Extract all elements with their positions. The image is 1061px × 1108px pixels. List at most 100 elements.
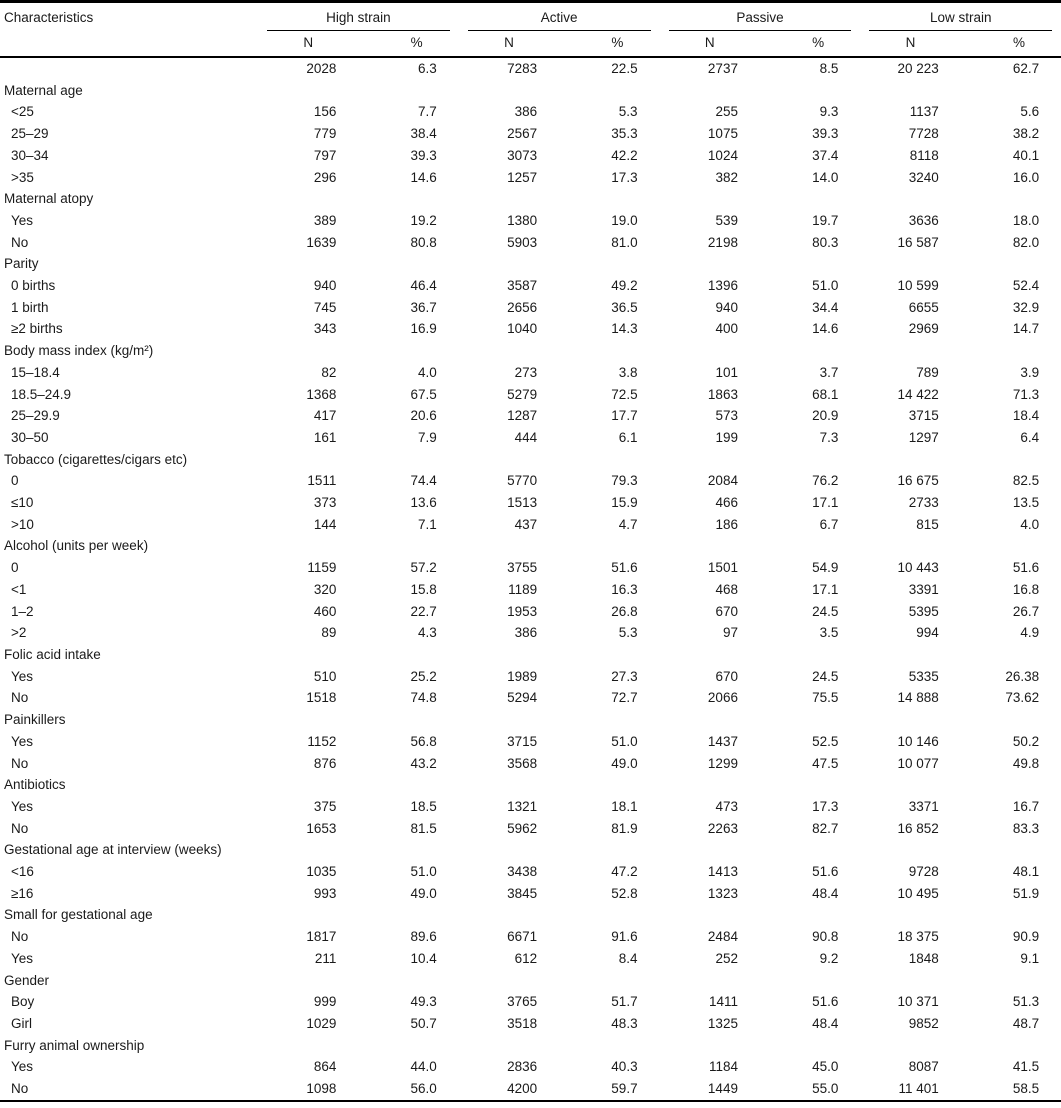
percent-value: 8.4	[618, 950, 638, 966]
table-row: No 1817 89.6 6671 91.6 2484 90.8 18 375 90.9	[0, 926, 1061, 948]
section-header: Furry animal ownership	[4, 1037, 145, 1053]
percent-value: 22.7	[410, 603, 437, 619]
section-header: Tobacco (cigarettes/cigars etc)	[4, 451, 188, 467]
row-label: <16	[11, 864, 34, 880]
table-body: 2028 6.3 7283 22.5 2737 8.5 20 223 62.7 Maternal…	[0, 57, 1061, 1101]
percent-value: 52.4	[1012, 278, 1040, 294]
percent-value: 24.5	[812, 603, 839, 619]
percent-value: 54.9	[812, 560, 839, 576]
percent-value: 14.3	[611, 321, 638, 337]
table-row: No 1653 81.5 5962 81.9 2263 82.7 16 852 83.3	[0, 818, 1061, 840]
percent-value: 83.3	[1012, 820, 1040, 836]
count-value: 3715	[507, 733, 538, 749]
count-value: 940	[715, 299, 738, 315]
group-label-passive: Passive	[668, 10, 852, 31]
percent-value: 3.9	[1020, 364, 1040, 380]
table-row: 15–18.4 82 4.0 273 3.8 101 3.7 789 3.9	[0, 362, 1061, 384]
count-value: 1024	[707, 147, 738, 163]
table-row: Tobacco (cigarettes/cigars etc)	[0, 449, 1061, 471]
count-value: 3845	[507, 885, 538, 901]
n-column-header: N	[905, 35, 916, 50]
percent-value: 56.0	[410, 1081, 437, 1097]
table-row: >35 296 14.6 1257 17.3 382 14.0 3240 16.0	[0, 167, 1061, 189]
percent-value: 36.5	[611, 299, 638, 315]
count-value: 510	[313, 668, 337, 684]
percent-value: 26.7	[1012, 603, 1040, 619]
percent-value: 16.3	[611, 581, 638, 597]
count-value: 815	[916, 516, 939, 532]
count-value: 789	[916, 364, 939, 380]
count-value: 1449	[707, 1081, 738, 1097]
percent-value: 4.0	[418, 364, 437, 380]
count-value: 3715	[908, 408, 939, 424]
percent-value: 48.4	[812, 1015, 839, 1031]
row-label: Yes	[11, 1059, 34, 1075]
percent-value: 56.8	[410, 733, 437, 749]
percent-value: 4.0	[1020, 516, 1040, 532]
row-label: >10	[11, 516, 34, 532]
count-value: 186	[715, 516, 738, 532]
percent-value: 89.6	[410, 929, 437, 945]
percent-value: 48.3	[611, 1015, 638, 1031]
table-row: Yes 211 10.4 612 8.4 252 9.2 1848 9.1	[0, 948, 1061, 970]
row-label: 0	[11, 560, 19, 576]
table-row: 1–2 460 22.7 1953 26.8 670 24.5 5395 26.7	[0, 601, 1061, 623]
percent-value: 47.5	[812, 755, 839, 771]
row-label: No	[11, 820, 29, 836]
count-value: 5770	[507, 473, 538, 489]
percent-value: 5.3	[618, 625, 638, 641]
table-row: Painkillers	[0, 709, 1061, 731]
count-value: 1396	[707, 278, 738, 294]
count-value: 320	[313, 581, 337, 597]
percent-value: 62.7	[1012, 61, 1040, 76]
percent-value: 51.0	[611, 733, 638, 749]
table-row: >10 144 7.1 437 4.7 186 6.7 815 4.0	[0, 514, 1061, 536]
table-row: Yes 510 25.2 1989 27.3 670 24.5 5335 26.38	[0, 666, 1061, 688]
count-value: 1075	[707, 126, 738, 142]
count-value: 1321	[507, 798, 538, 814]
section-header: Maternal age	[4, 82, 83, 98]
row-label: No	[11, 234, 29, 250]
percent-value: 7.1	[418, 516, 437, 532]
count-value: 375	[313, 798, 337, 814]
row-label: ≥16	[11, 885, 34, 901]
percent-value: 46.4	[410, 278, 437, 294]
percent-value: 67.5	[410, 386, 437, 402]
percent-column-header: %	[1012, 35, 1025, 50]
percent-value: 81.0	[611, 234, 638, 250]
percent-value: 4.7	[618, 516, 638, 532]
row-label: ≤10	[11, 495, 34, 511]
count-value: 3371	[908, 798, 939, 814]
percent-value: 15.9	[611, 495, 638, 511]
percent-value: 20.9	[812, 408, 839, 424]
n-column-header: N	[504, 35, 514, 50]
count-value: 16 852	[897, 820, 939, 836]
table-row: Folic acid intake	[0, 644, 1061, 666]
percent-value: 19.2	[410, 212, 437, 228]
percent-value: 51.0	[410, 864, 437, 880]
count-value: 1323	[707, 885, 738, 901]
group-header-row: Characteristics High strain Active Passi…	[0, 2, 1061, 31]
percent-value: 18.5	[410, 798, 437, 814]
percent-value: 35.3	[611, 126, 638, 142]
percent-value: 18.1	[611, 798, 638, 814]
row-label: No	[11, 929, 29, 945]
count-value: 400	[715, 321, 738, 337]
percent-value: 14.6	[812, 321, 839, 337]
percent-value: 80.8	[410, 234, 437, 250]
count-value: 745	[313, 299, 337, 315]
percent-value: 51.0	[812, 278, 839, 294]
table-row: Alcohol (units per week)	[0, 535, 1061, 557]
percent-value: 39.3	[812, 126, 839, 142]
count-value: 5335	[908, 668, 939, 684]
row-label: <25	[11, 104, 34, 120]
percent-value: 55.0	[812, 1081, 839, 1097]
group-label-active: Active	[467, 10, 651, 31]
percent-value: 6.1	[618, 429, 638, 445]
percent-value: 26.8	[611, 603, 638, 619]
percent-value: 18.4	[1012, 408, 1040, 424]
section-header: Folic acid intake	[4, 646, 101, 662]
count-value: 1325	[707, 1015, 738, 1031]
count-value: 444	[514, 429, 538, 445]
percent-value: 40.1	[1012, 147, 1040, 163]
